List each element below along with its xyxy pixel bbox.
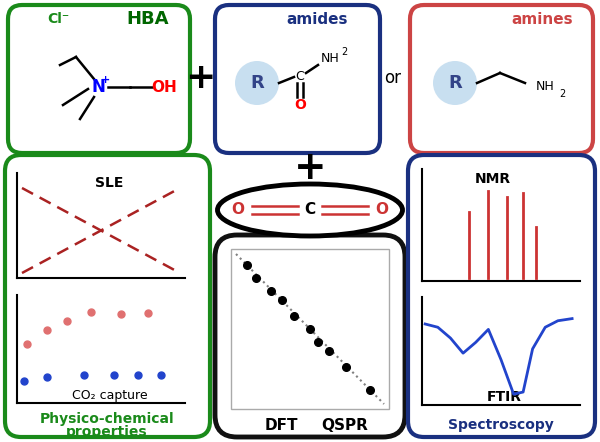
Text: or: or [385,69,401,87]
FancyBboxPatch shape [408,155,595,437]
Bar [231,249,389,409]
Text: SLE: SLE [95,176,124,190]
Text: NH: NH [536,80,554,94]
Text: O: O [232,202,245,217]
FancyBboxPatch shape [410,5,593,153]
Text: FTIR: FTIR [487,390,521,404]
Text: O: O [294,98,306,112]
Text: NMR: NMR [475,172,511,186]
Text: CO₂ capture: CO₂ capture [71,389,147,401]
Text: N: N [91,78,105,96]
Text: O: O [376,202,389,217]
Ellipse shape [235,61,279,105]
Text: 2: 2 [341,47,347,57]
Text: Spectroscopy: Spectroscopy [448,418,554,432]
Text: OH: OH [151,80,177,95]
Text: DFT: DFT [265,418,298,433]
Text: amines: amines [511,11,572,27]
Text: QSPR: QSPR [321,418,368,433]
Text: R: R [250,74,264,92]
Text: NH: NH [320,53,340,65]
Ellipse shape [218,184,403,236]
Text: +: + [185,61,215,95]
Text: 2: 2 [559,89,565,99]
FancyBboxPatch shape [215,235,405,437]
Text: +: + [293,149,326,187]
Text: Physico-chemical: Physico-chemical [40,412,175,426]
Text: C: C [296,71,304,84]
Text: R: R [448,74,462,92]
FancyBboxPatch shape [5,155,210,437]
Ellipse shape [433,61,477,105]
Text: C: C [304,202,316,217]
Text: properties: properties [66,425,148,439]
Text: HBA: HBA [127,10,169,28]
Text: +: + [100,75,110,85]
FancyBboxPatch shape [215,5,380,153]
FancyBboxPatch shape [8,5,190,153]
Text: Cl⁻: Cl⁻ [47,12,69,26]
Text: amides: amides [287,11,348,27]
